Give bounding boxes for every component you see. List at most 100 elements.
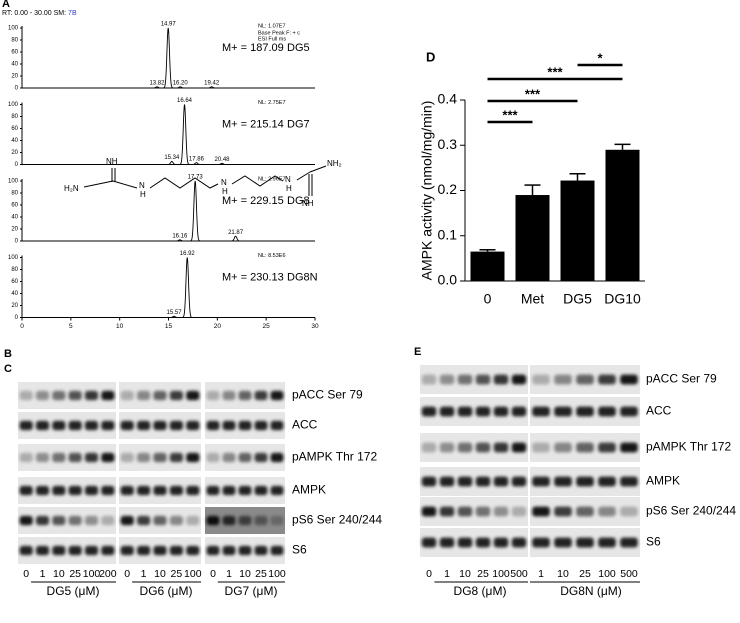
blot-band xyxy=(439,442,455,453)
significance-label: *** xyxy=(547,64,563,79)
row-label: AMPK xyxy=(292,483,326,497)
blot-band xyxy=(576,374,594,385)
lane-label: 0 xyxy=(124,568,130,580)
blot-band xyxy=(457,406,473,417)
row-label: pACC Ser 79 xyxy=(646,372,717,386)
lane-label: 500 xyxy=(620,568,638,580)
group-label: DG8N (μM) xyxy=(560,584,622,598)
blot-strip xyxy=(420,397,528,426)
blot-band xyxy=(511,537,527,548)
blot-band xyxy=(238,485,252,496)
blot-band xyxy=(169,485,183,496)
blot-band xyxy=(52,545,66,556)
blot-band xyxy=(169,452,183,463)
group-label: DG8 (μM) xyxy=(454,584,507,598)
panel-label: A xyxy=(2,0,10,10)
blot-band xyxy=(493,442,509,453)
blot-band xyxy=(120,485,134,496)
blot-band xyxy=(68,515,82,526)
blot-band xyxy=(186,452,200,463)
lane-label: 500 xyxy=(510,568,528,580)
peak xyxy=(205,86,219,89)
blot-band xyxy=(238,420,252,431)
blot-band xyxy=(475,476,491,487)
trace-note: ESI Full ms xyxy=(258,36,286,42)
blot-band xyxy=(137,452,151,463)
blot-band xyxy=(169,545,183,556)
blot-band xyxy=(421,537,437,548)
bar xyxy=(515,195,550,281)
blot-band xyxy=(421,406,437,417)
y-tick-label: 60 xyxy=(11,279,18,285)
blot-band xyxy=(153,452,167,463)
lane-label: 10 xyxy=(154,568,166,580)
y-tick-label: 60 xyxy=(11,203,18,209)
structure: NH H₂N N H N H N H NH₂ NH xyxy=(64,157,342,208)
blot-strip xyxy=(420,365,528,394)
y-tick-label: 100 xyxy=(8,26,19,32)
blot-band xyxy=(101,390,115,401)
blot-band xyxy=(206,420,220,431)
atom-label: H₂N xyxy=(64,184,79,193)
x-tick-label: Met xyxy=(521,291,544,307)
blot-band xyxy=(598,506,616,517)
panel-label: C xyxy=(4,363,12,375)
y-tick-label: 100 xyxy=(8,102,19,108)
blot-band xyxy=(238,545,252,556)
blot-band xyxy=(52,420,66,431)
blot-strip xyxy=(18,537,116,564)
y-tick-label: 20 xyxy=(11,74,18,80)
blot-band xyxy=(421,374,437,385)
blot-band xyxy=(598,406,616,417)
blot-band xyxy=(101,452,115,463)
y-tick-label: 0.4 xyxy=(438,91,458,107)
blot-band xyxy=(270,420,284,431)
mass-label: M+ = 229.15 xyxy=(222,195,284,207)
nl-label: NL: 2.96E7 xyxy=(258,176,286,182)
blot-band xyxy=(576,537,594,548)
row-label: pAMPK Thr 172 xyxy=(292,450,377,464)
peak xyxy=(215,162,229,165)
mass-label: M+ = 215.14 xyxy=(222,118,284,130)
blot-band xyxy=(254,390,268,401)
peak xyxy=(173,239,187,242)
x-tick-label: DG5 xyxy=(563,291,592,307)
blot-band xyxy=(457,442,473,453)
blot-band xyxy=(35,390,50,401)
peak-label: 16.92 xyxy=(180,251,196,257)
lane-label: 1 xyxy=(226,568,232,580)
blot-band xyxy=(137,515,151,526)
atom-label: N xyxy=(221,178,227,187)
blot-band xyxy=(532,537,550,548)
bar xyxy=(560,180,595,281)
blot-band xyxy=(222,390,236,401)
header-sm-value: 7B xyxy=(68,10,77,17)
blot-band xyxy=(186,420,200,431)
blot-band xyxy=(153,420,167,431)
peak xyxy=(180,257,194,318)
blot-band xyxy=(493,537,509,548)
row-label: pACC Ser 79 xyxy=(292,388,363,402)
blot-band xyxy=(620,406,638,417)
x-tick-label: 0 xyxy=(484,291,492,307)
blot-band xyxy=(186,390,200,401)
blot-band xyxy=(19,485,33,496)
x-tick-label: 30 xyxy=(311,323,319,330)
blot-band xyxy=(120,452,134,463)
blot-band xyxy=(19,390,33,401)
blot-band xyxy=(254,545,268,556)
lane-label: 100 xyxy=(492,568,510,580)
blot-band xyxy=(620,374,638,385)
y-tick-label: 20 xyxy=(11,303,18,309)
lane-label: 0 xyxy=(210,568,216,580)
blot-band xyxy=(576,406,594,417)
bar xyxy=(470,251,505,281)
blot-band xyxy=(511,476,527,487)
blot-band xyxy=(576,442,594,453)
row-label: pS6 Ser 240/244 xyxy=(646,504,736,518)
blot-band xyxy=(137,545,151,556)
y-tick-label: 60 xyxy=(11,126,18,132)
compound-name: DG5 xyxy=(287,42,310,54)
peak-label: 19.42 xyxy=(204,80,220,86)
blot-band xyxy=(169,390,183,401)
